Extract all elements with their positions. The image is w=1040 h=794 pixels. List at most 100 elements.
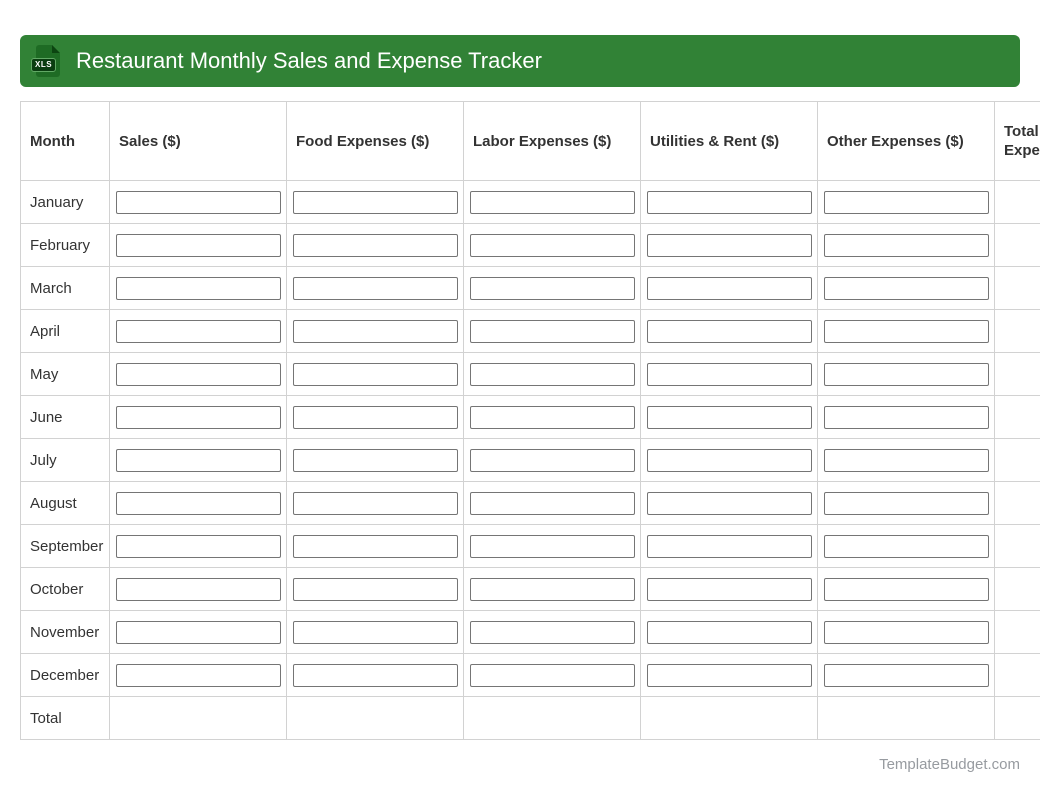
sales-input-november[interactable]: [116, 620, 281, 644]
utilities-rent-cell: [640, 223, 818, 267]
month-row-april: April: [20, 309, 1040, 353]
total-row-label: Total: [20, 696, 110, 740]
labor-expenses-input-december[interactable]: [470, 663, 635, 687]
labor-expenses-input-october[interactable]: [470, 577, 635, 601]
labor-expenses-cell: [463, 567, 641, 611]
labor-expenses-cell: [463, 481, 641, 525]
sales-input-august[interactable]: [116, 491, 281, 515]
other-expenses-input-december[interactable]: [824, 663, 989, 687]
other-expenses-cell: [817, 395, 995, 439]
sales-cell: [109, 180, 287, 224]
utilities-rent-input-august[interactable]: [647, 491, 812, 515]
total-row-empty-cell: [817, 696, 995, 740]
utilities-rent-input-july[interactable]: [647, 448, 812, 472]
utilities-rent-input-february[interactable]: [647, 233, 812, 257]
month-label: April: [20, 309, 110, 353]
sales-cell: [109, 309, 287, 353]
labor-expenses-input-march[interactable]: [470, 276, 635, 300]
utilities-rent-input-may[interactable]: [647, 362, 812, 386]
labor-expenses-input-july[interactable]: [470, 448, 635, 472]
sales-input-january[interactable]: [116, 190, 281, 214]
labor-expenses-input-november[interactable]: [470, 620, 635, 644]
other-expenses-input-november[interactable]: [824, 620, 989, 644]
other-expenses-input-august[interactable]: [824, 491, 989, 515]
sales-input-september[interactable]: [116, 534, 281, 558]
sales-input-february[interactable]: [116, 233, 281, 257]
other-expenses-cell: [817, 567, 995, 611]
month-label: February: [20, 223, 110, 267]
sales-input-october[interactable]: [116, 577, 281, 601]
food-expenses-input-march[interactable]: [293, 276, 458, 300]
sales-input-july[interactable]: [116, 448, 281, 472]
utilities-rent-input-march[interactable]: [647, 276, 812, 300]
utilities-rent-input-december[interactable]: [647, 663, 812, 687]
labor-expenses-input-september[interactable]: [470, 534, 635, 558]
other-expenses-input-september[interactable]: [824, 534, 989, 558]
column-header-month: Month: [20, 101, 110, 181]
food-expenses-input-july[interactable]: [293, 448, 458, 472]
sales-cell: [109, 567, 287, 611]
food-expenses-input-december[interactable]: [293, 663, 458, 687]
labor-expenses-input-june[interactable]: [470, 405, 635, 429]
sales-input-april[interactable]: [116, 319, 281, 343]
labor-expenses-input-august[interactable]: [470, 491, 635, 515]
sales-input-march[interactable]: [116, 276, 281, 300]
labor-expenses-input-may[interactable]: [470, 362, 635, 386]
sales-cell: [109, 266, 287, 310]
food-expenses-input-february[interactable]: [293, 233, 458, 257]
utilities-rent-input-september[interactable]: [647, 534, 812, 558]
total-row-empty-cell: [286, 696, 464, 740]
utilities-rent-input-january[interactable]: [647, 190, 812, 214]
other-expenses-input-january[interactable]: [824, 190, 989, 214]
labor-expenses-input-january[interactable]: [470, 190, 635, 214]
xls-file-icon: XLS: [31, 43, 61, 79]
food-expenses-cell: [286, 524, 464, 568]
food-expenses-input-june[interactable]: [293, 405, 458, 429]
utilities-rent-input-april[interactable]: [647, 319, 812, 343]
food-expenses-input-august[interactable]: [293, 491, 458, 515]
food-expenses-input-january[interactable]: [293, 190, 458, 214]
column-header-utilities-rent: Utilities & Rent ($): [640, 101, 818, 181]
utilities-rent-input-june[interactable]: [647, 405, 812, 429]
total-expenses-cell: [994, 567, 1040, 611]
other-expenses-input-march[interactable]: [824, 276, 989, 300]
month-label: September: [20, 524, 110, 568]
sales-cell: [109, 395, 287, 439]
sales-input-may[interactable]: [116, 362, 281, 386]
total-expenses-cell: [994, 352, 1040, 396]
sales-input-june[interactable]: [116, 405, 281, 429]
food-expenses-input-october[interactable]: [293, 577, 458, 601]
labor-expenses-cell: [463, 309, 641, 353]
labor-expenses-cell: [463, 524, 641, 568]
food-expenses-input-april[interactable]: [293, 319, 458, 343]
labor-expenses-input-april[interactable]: [470, 319, 635, 343]
xls-badge-label: XLS: [31, 58, 57, 72]
other-expenses-input-june[interactable]: [824, 405, 989, 429]
labor-expenses-input-february[interactable]: [470, 233, 635, 257]
food-expenses-input-may[interactable]: [293, 362, 458, 386]
utilities-rent-cell: [640, 180, 818, 224]
other-expenses-input-may[interactable]: [824, 362, 989, 386]
other-expenses-input-july[interactable]: [824, 448, 989, 472]
month-label: March: [20, 266, 110, 310]
month-row-february: February: [20, 223, 1040, 267]
other-expenses-cell: [817, 524, 995, 568]
other-expenses-cell: [817, 352, 995, 396]
other-expenses-input-october[interactable]: [824, 577, 989, 601]
sales-cell: [109, 524, 287, 568]
other-expenses-input-february[interactable]: [824, 233, 989, 257]
footer-credit: TemplateBudget.com: [879, 756, 1020, 773]
labor-expenses-cell: [463, 653, 641, 697]
utilities-rent-input-november[interactable]: [647, 620, 812, 644]
other-expenses-cell: [817, 438, 995, 482]
column-header-other-expenses: Other Expenses ($): [817, 101, 995, 181]
utilities-rent-input-october[interactable]: [647, 577, 812, 601]
food-expenses-input-september[interactable]: [293, 534, 458, 558]
other-expenses-cell: [817, 653, 995, 697]
sales-input-december[interactable]: [116, 663, 281, 687]
utilities-rent-cell: [640, 653, 818, 697]
xls-corner-fold: [52, 45, 60, 53]
other-expenses-input-april[interactable]: [824, 319, 989, 343]
food-expenses-input-november[interactable]: [293, 620, 458, 644]
food-expenses-cell: [286, 438, 464, 482]
